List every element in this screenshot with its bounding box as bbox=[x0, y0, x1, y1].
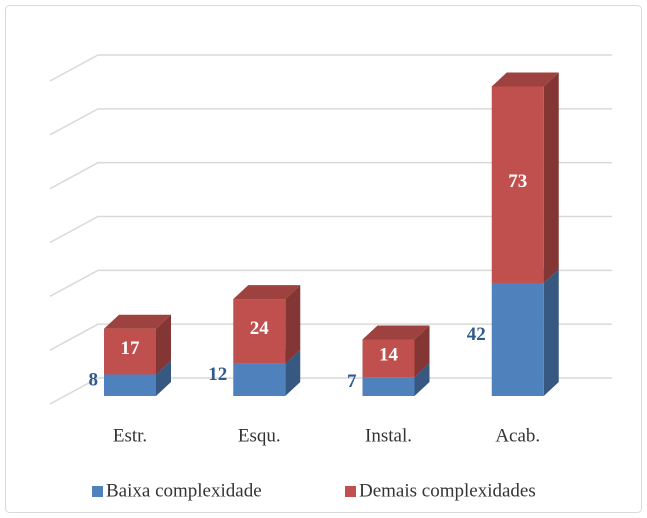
x-tick-label: Instal. bbox=[365, 425, 412, 446]
bar-side bbox=[285, 349, 301, 396]
bar bbox=[233, 299, 286, 364]
grid-line bbox=[49, 108, 612, 136]
bar-side bbox=[285, 285, 301, 364]
grid-line bbox=[49, 54, 612, 82]
grid-line bbox=[49, 269, 612, 297]
bar bbox=[233, 363, 286, 396]
data-label: 17 bbox=[121, 338, 141, 359]
bar-side bbox=[414, 363, 430, 396]
grid-line bbox=[49, 323, 612, 351]
bar bbox=[362, 339, 415, 378]
bar bbox=[491, 282, 544, 396]
grid-line bbox=[49, 161, 612, 190]
bar-top bbox=[491, 72, 559, 87]
data-label: 24 bbox=[250, 318, 270, 339]
bar-side bbox=[543, 72, 559, 283]
legend-swatch bbox=[345, 486, 356, 497]
grid-line bbox=[49, 215, 612, 244]
bar bbox=[104, 328, 156, 375]
data-label: 42 bbox=[467, 324, 486, 345]
legend-label: Demais complexidades bbox=[359, 480, 536, 501]
bar-top bbox=[104, 314, 171, 329]
bar bbox=[104, 374, 156, 396]
x-tick-label: Acab. bbox=[495, 425, 540, 446]
bar-side bbox=[414, 325, 430, 378]
legend-label: Baixa complexidade bbox=[106, 480, 262, 501]
data-label: 14 bbox=[379, 345, 399, 366]
bar bbox=[491, 86, 544, 283]
bar-side bbox=[156, 360, 171, 396]
grid-line bbox=[49, 377, 612, 405]
x-tick-label: Esqu. bbox=[238, 425, 281, 446]
data-label: 7 bbox=[347, 371, 357, 392]
data-label: 73 bbox=[508, 171, 527, 192]
bar-side bbox=[156, 314, 171, 375]
data-label: 12 bbox=[208, 364, 227, 385]
bar-top bbox=[233, 285, 301, 300]
bar-top bbox=[362, 325, 430, 340]
bar bbox=[362, 377, 415, 396]
data-label: 8 bbox=[89, 370, 99, 391]
x-tick-label: Estr. bbox=[113, 425, 147, 446]
bar-side bbox=[543, 268, 559, 396]
legend-swatch bbox=[92, 486, 103, 497]
